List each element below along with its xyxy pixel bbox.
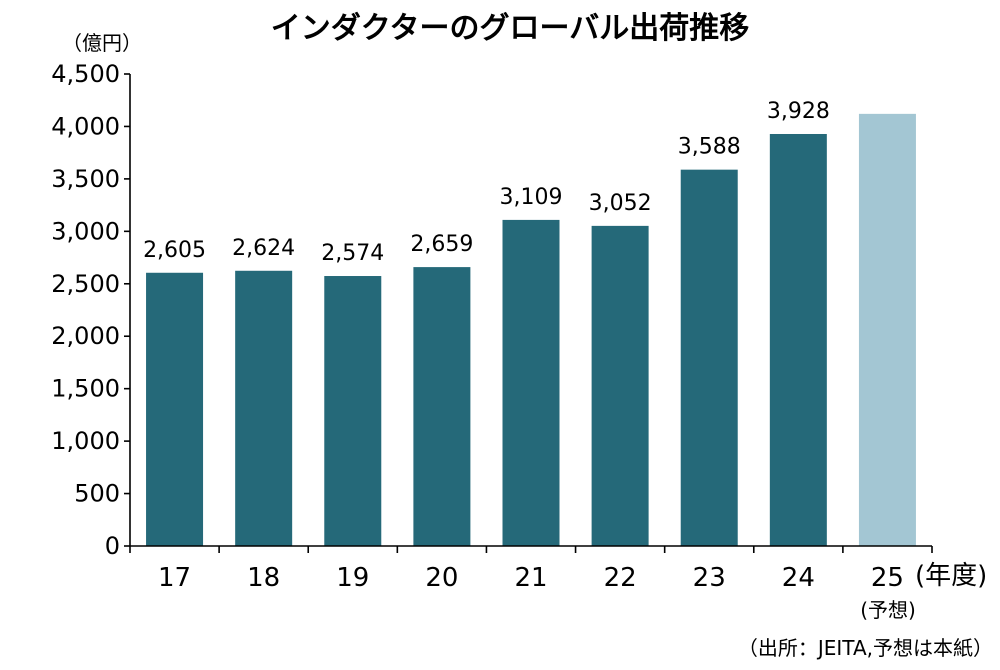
bar-23 [680,169,738,546]
data-label-20: 2,659 [410,232,473,257]
bar-19 [324,276,382,546]
source-note: （出所：JEITA,予想は本紙） [738,636,993,660]
data-label-18: 2,624 [232,236,295,261]
x-tick-label-25: 25 [871,563,904,593]
forecast-note: (予想) [860,598,916,622]
chart-title: インダクターのグローバル出荷推移 [271,11,750,46]
x-tick-label-22: 22 [604,563,637,593]
data-label-23: 3,588 [678,135,741,160]
data-label-22: 3,052 [589,191,652,216]
x-tick-label-21: 21 [514,563,547,593]
x-tick-label-24: 24 [782,563,815,593]
bar-18 [235,270,293,546]
y-tick-label-4500: 4,500 [51,60,120,88]
y-tick-label-4000: 4,000 [51,112,120,140]
y-unit-label: （億円） [62,31,142,55]
x-tick-label-18: 18 [247,563,280,593]
x-unit-label: (年度) [915,561,987,591]
y-tick-label-2000: 2,000 [51,322,120,350]
x-tick-label-19: 19 [336,563,369,593]
data-label-21: 3,109 [500,185,563,210]
bar-25 [858,113,916,546]
y-tick-label-0: 0 [105,532,120,560]
bar-22 [591,225,649,547]
x-tick-label-17: 17 [158,563,191,593]
y-tick-label-1000: 1,000 [51,427,120,455]
y-tick-label-3500: 3,500 [51,165,120,193]
bar-21 [502,219,560,546]
data-label-24: 3,928 [767,99,830,124]
data-label-17: 2,605 [143,238,206,263]
y-tick-label-2500: 2,500 [51,270,120,298]
bar-17 [146,272,204,546]
x-tick-label-23: 23 [693,563,726,593]
y-tick-label-500: 500 [74,480,120,508]
bar-20 [413,267,471,546]
plot-area: 0 500 1,000 1,500 2,000 2,500 3,000 3,500 4,000 4… [51,60,933,593]
y-tick-label-1500: 1,500 [51,375,120,403]
bar-24 [769,133,827,546]
data-label-19: 2,574 [321,241,384,266]
y-tick-label-3000: 3,000 [51,217,120,245]
x-tick-label-20: 20 [425,563,458,593]
